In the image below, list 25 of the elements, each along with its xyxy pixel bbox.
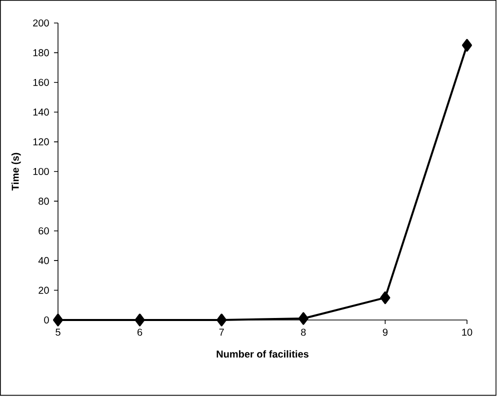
x-tick-label: 5 [56, 328, 60, 336]
y-tick-label: 60 [38, 227, 49, 234]
y-tick-label: 160 [33, 78, 49, 86]
y-tick-label: 0 [44, 316, 49, 324]
y-axis-title: Time (s) [11, 152, 21, 190]
y-tick-label: 20 [38, 286, 49, 294]
point [462, 38, 472, 52]
x-tick-label: 10 [462, 328, 472, 336]
y-tick-label: 40 [38, 257, 49, 264]
y-tick-label: 180 [33, 49, 49, 56]
point [53, 314, 64, 326]
point [134, 314, 145, 326]
x-tick-label: 9 [382, 328, 388, 336]
point [216, 314, 227, 326]
y-tick-label: 200 [33, 19, 49, 27]
y-tick-label: 100 [33, 168, 49, 176]
x-tick-label: 8 [301, 328, 306, 336]
point [380, 291, 390, 304]
y-tick-label: 80 [38, 198, 49, 205]
x-tick-label: 7 [219, 328, 224, 336]
point [298, 312, 308, 325]
x-tick-label: 6 [138, 328, 142, 336]
x-axis-title: Number of facilities [216, 350, 308, 358]
y-tick-label: 140 [33, 108, 49, 116]
y-tick-label: 120 [33, 138, 49, 146]
